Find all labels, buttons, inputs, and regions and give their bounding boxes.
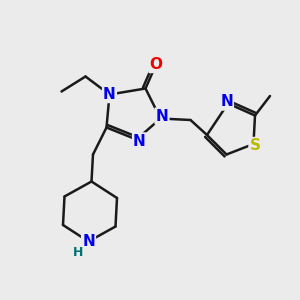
Text: N: N [82, 234, 95, 249]
Text: S: S [250, 138, 260, 153]
Text: N: N [220, 94, 233, 110]
Text: O: O [149, 57, 163, 72]
Text: N: N [156, 109, 168, 124]
Text: N: N [103, 87, 116, 102]
Text: N: N [133, 134, 146, 148]
Text: H: H [73, 246, 83, 260]
